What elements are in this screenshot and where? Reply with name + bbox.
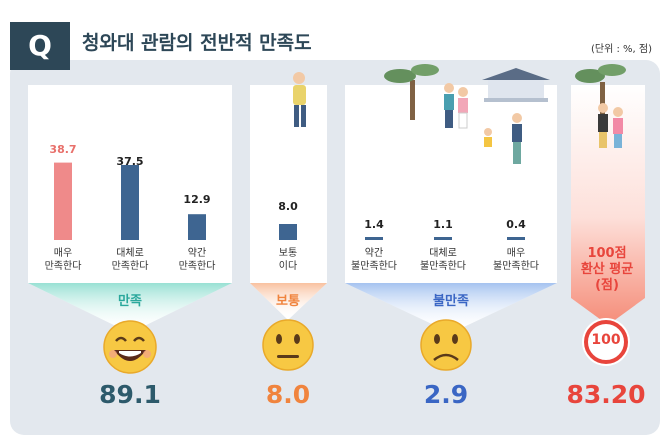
category-label-satisfied: 대체로 만족한다 [111, 248, 149, 272]
category-label-very-satisfied: 매우 만족한다 [44, 248, 82, 272]
category-label-neutral: 보통 이다 [278, 248, 298, 272]
category-label-dissatisfied: 대체로 불만족한다 [420, 248, 466, 272]
value-label-satisfied: 37.5 [116, 155, 144, 168]
score-panel [571, 85, 645, 325]
chart-title: 청와대 관람의 전반적 만족도 [82, 32, 312, 54]
category-label-somewhat-dissatisfied: 약간 불만족한다 [351, 248, 397, 272]
group-label-dissatisfied: 불만족 [433, 294, 469, 309]
person-illustration [293, 72, 306, 127]
value-label-very-dissatisfied: 0.4 [506, 218, 526, 231]
building-illustration [482, 68, 550, 102]
value-label-somewhat-dissatisfied: 1.4 [364, 218, 384, 231]
bar-neutral [279, 224, 297, 240]
bar-somewhat-dissatisfied [365, 237, 383, 240]
unit-label: (단위 : %, 점) [591, 44, 652, 55]
category-label-somewhat-satisfied: 약간 만족한다 [178, 248, 216, 272]
total-dissatisfied: 2.9 [423, 380, 469, 409]
score-note: 100점 환산 평균 (점) [580, 246, 634, 293]
neutral-panel [250, 85, 327, 320]
score-average: 83.20 [566, 380, 646, 409]
value-label-somewhat-satisfied: 12.9 [183, 193, 211, 206]
dissatisfied-panel [345, 85, 557, 333]
bar-very-satisfied [54, 162, 72, 240]
total-satisfied: 89.1 [99, 380, 161, 409]
category-label-very-dissatisfied: 매우 불만족한다 [493, 248, 539, 272]
question-badge: Q [10, 22, 70, 70]
value-label-neutral: 8.0 [278, 200, 298, 213]
bar-satisfied [121, 165, 139, 240]
question-letter: Q [28, 29, 52, 62]
bar-somewhat-satisfied [188, 214, 206, 240]
neutral-face-icon [262, 319, 314, 371]
happy-face-icon [103, 320, 157, 374]
people-group-illustration [444, 83, 623, 164]
score-badge-icon [582, 318, 630, 366]
bar-very-dissatisfied [507, 237, 525, 240]
value-label-very-satisfied: 38.7 [49, 143, 77, 156]
score-badge-label: 100 [591, 332, 621, 348]
group-label-satisfied: 만족 [118, 294, 142, 309]
bar-dissatisfied [434, 237, 452, 240]
sad-face-icon [420, 319, 472, 371]
total-neutral: 8.0 [265, 380, 311, 409]
value-label-dissatisfied: 1.1 [433, 218, 453, 231]
group-label-neutral: 보통 [276, 294, 300, 309]
